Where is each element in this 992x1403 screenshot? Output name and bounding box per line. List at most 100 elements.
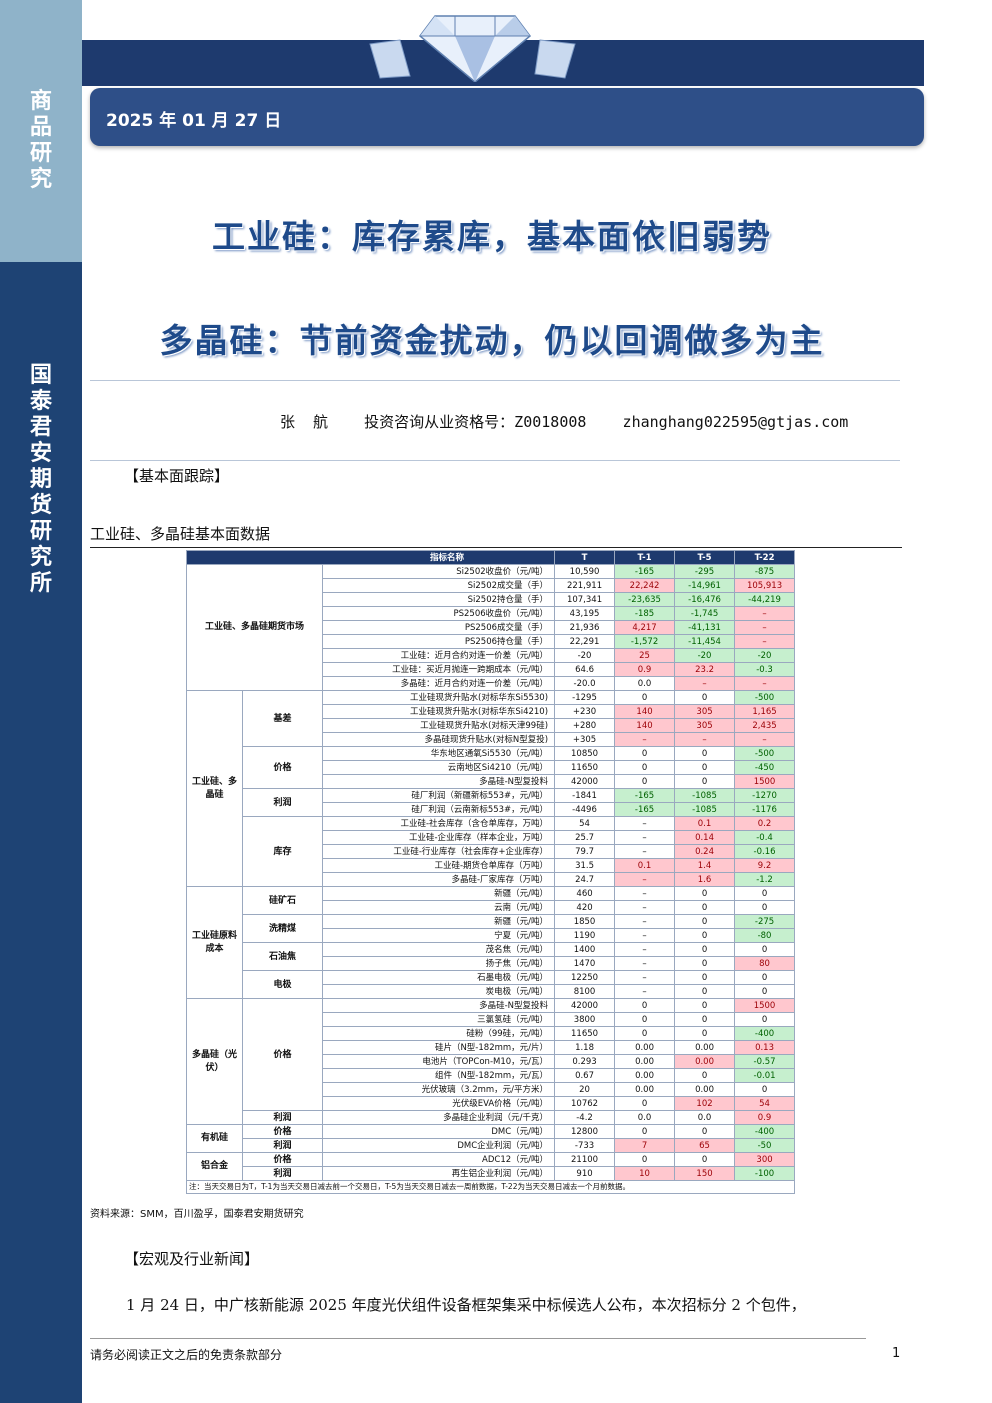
- table-row: 光伏玻璃（3.2mm，元/平方米） 20 0.00 0.00 0: [187, 1082, 796, 1097]
- value-t1: –: [614, 900, 676, 915]
- value-t: 12250: [554, 970, 616, 985]
- value-t5: –: [674, 732, 736, 747]
- table-row: 多晶硅：近月合约对连一价差（元/吨） -20.0 0.0– –: [187, 676, 796, 691]
- indicator-name: 工业硅-行业库存（社会库存+企业库存）: [321, 844, 556, 859]
- subgroup-label: 电极: [242, 970, 323, 999]
- value-t1: 0: [614, 690, 676, 705]
- value-t: 1470: [554, 956, 616, 971]
- value-t: 1400: [554, 942, 616, 957]
- value-t22: -44,219: [734, 592, 796, 607]
- header-t1: T-1: [614, 550, 676, 565]
- value-t: 1190: [554, 928, 616, 943]
- value-t1: –: [614, 956, 676, 971]
- value-t5: 0: [674, 970, 736, 985]
- value-t5: -11,454: [674, 634, 736, 649]
- value-t22: -1176: [734, 802, 796, 817]
- subgroup-label: 基差: [242, 690, 323, 747]
- footer-divider: [90, 1338, 866, 1339]
- value-t1: 0.00: [614, 1054, 676, 1069]
- report-date: 2025 年 01 月 27 日: [106, 111, 282, 131]
- table-caption: 工业硅、多晶硅基本面数据: [90, 525, 271, 543]
- sidebar-bottom-panel: [0, 262, 82, 1403]
- value-t5: -41,131: [674, 620, 736, 635]
- value-t5: 0: [674, 746, 736, 761]
- value-t22: 0: [734, 970, 796, 985]
- indicator-name: 工业硅-社会库存（含仓单库存，万吨）: [321, 816, 556, 831]
- subgroup-label: 利润: [242, 1166, 323, 1181]
- page-title-polysilicon: 多晶硅：节前资金扰动，仍以回调做多为主: [159, 321, 825, 360]
- value-t1: -23,635: [614, 592, 676, 607]
- value-t1: 4,217: [614, 620, 676, 635]
- indicator-name: 工业硅现货升贴水(对标天津99硅): [321, 718, 556, 733]
- value-t: 1.18: [554, 1040, 616, 1055]
- group-label: 有机硅: [186, 1124, 243, 1153]
- table-row: 铝合金 价格 ADC12（元/吨） 21100 0 0 300: [186, 1152, 796, 1181]
- value-t5: 0.00: [674, 1040, 736, 1055]
- group-label: 工业硅、多晶硅期货市场: [186, 564, 323, 691]
- table-header-row: 指标名称 T T-1 T-5 T-22: [185, 550, 796, 565]
- table-row: 石油焦 茂名焦（元/吨） 1400–0 0: [187, 942, 796, 971]
- subgroup-label: 利润: [242, 1138, 323, 1153]
- value-t5: -1085: [674, 788, 736, 803]
- table-row: 工业硅、多晶硅 基差 工业硅现货升贴水(对标华东Si5530) -1295 0 0 -500: [186, 690, 796, 887]
- indicator-name: 电池片（TOPCon-M10，元/瓦）: [321, 1054, 556, 1069]
- table-row: 宁夏（元/吨） 1190–0 -80: [187, 928, 796, 943]
- value-t: 21,936: [554, 620, 616, 635]
- page-number: 1: [892, 1346, 901, 1361]
- table-row: 扬子焦（元/吨） 1470–0 80: [187, 956, 796, 971]
- table-row: 利润 多晶硅企业利润（元/千克） -4.2 0.0 0.0 0.9: [187, 1110, 796, 1125]
- value-t1: 10: [614, 1166, 676, 1181]
- value-t5: 0: [674, 1068, 736, 1083]
- value-t: 10,590: [554, 564, 616, 579]
- indicator-name: PS2506成交量（手）: [321, 620, 556, 635]
- value-t: 12800: [554, 1124, 616, 1139]
- indicator-name: 硅粉（99硅，元/吨）: [321, 1026, 556, 1041]
- sidebar-bottom-label: 国泰君安期货研究所: [29, 362, 52, 596]
- value-t5: 0.00: [674, 1054, 736, 1069]
- value-t5: 23.2: [674, 662, 736, 677]
- divider: [90, 380, 900, 381]
- value-t5: 0.0: [674, 1110, 736, 1125]
- table-row: Si2502成交量（手） 221,911 22,242 -14,961 105,913: [187, 578, 796, 593]
- subgroup-label: 库存: [242, 816, 323, 887]
- value-t: 8100: [554, 984, 616, 999]
- value-t5: 0: [674, 1124, 736, 1139]
- indicator-name: 茂名焦（元/吨）: [321, 942, 556, 957]
- value-t22: -0.4: [734, 830, 796, 845]
- indicator-name: 再生铝企业利润（元/吨）: [321, 1166, 556, 1181]
- value-t22: -400: [734, 1124, 796, 1139]
- value-t: 24.7: [554, 872, 616, 887]
- indicator-name: DMC企业利润（元/吨）: [321, 1138, 556, 1153]
- value-t22: 0: [734, 1012, 796, 1027]
- value-t1: 0: [614, 1012, 676, 1027]
- value-t5: 0: [674, 900, 736, 915]
- sidebar-top-panel: [0, 0, 82, 262]
- data-source: 资料来源：SMM，百川盈孚，国泰君安期货研究: [90, 1209, 304, 1220]
- value-t: 79.7: [554, 844, 616, 859]
- value-t1: -165: [614, 564, 676, 579]
- value-t: 420: [554, 900, 616, 915]
- diamond-logo-icon: [360, 2, 590, 83]
- indicator-name: 宁夏（元/吨）: [321, 928, 556, 943]
- value-t5: -1,745: [674, 606, 736, 621]
- indicator-name: 光伏玻璃（3.2mm，元/平方米）: [321, 1082, 556, 1097]
- indicator-name: 工业硅：买近月抛连一跨期成本（元/吨）: [321, 662, 556, 677]
- value-t1: -165: [614, 802, 676, 817]
- divider: [90, 547, 902, 548]
- value-t22: 0: [734, 984, 796, 999]
- indicator-name: 扬子焦（元/吨）: [321, 956, 556, 971]
- value-t: -20: [554, 648, 616, 663]
- table-row: PS2506成交量（手） 21,936 4,217 -41,131–: [187, 620, 796, 635]
- footer-disclaimer: 请务必阅读正文之后的免责条款部分: [90, 1348, 283, 1362]
- value-t: -4496: [554, 802, 616, 817]
- table-row: 炭电极（元/吨） 8100–0 0: [187, 984, 796, 999]
- table-row: 洗精煤 新疆（元/吨） 1850–0 -275: [187, 914, 796, 943]
- value-t1: 0.00: [614, 1068, 676, 1083]
- indicator-name: 硅厂利润（云南新标553#，元/吨）: [321, 802, 556, 817]
- value-t5: 305: [674, 718, 736, 733]
- value-t1: 0.9: [614, 662, 676, 677]
- subgroup-label: 价格: [242, 746, 323, 789]
- value-t22: 54: [734, 1096, 796, 1111]
- value-t1: –: [614, 830, 676, 845]
- value-t5: -1085: [674, 802, 736, 817]
